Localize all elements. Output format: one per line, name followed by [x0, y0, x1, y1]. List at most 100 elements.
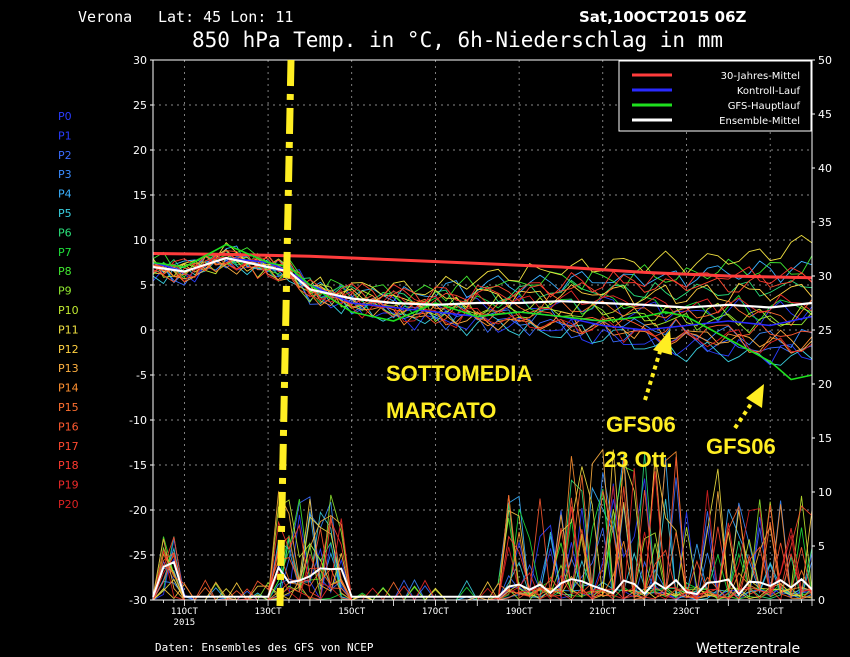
- member-label: P17: [58, 440, 79, 453]
- location-label: Verona: [78, 8, 132, 26]
- y-right-tick-label: 30: [818, 270, 832, 283]
- y-left-tick-label: 0: [140, 324, 147, 337]
- annotation-gfs06-date: 23 Ott.: [604, 447, 672, 472]
- series-line-30-jahres-mittel: [152, 252, 813, 280]
- y-left-tick-label: 5: [140, 279, 147, 292]
- series-line-gfs-hauptlauf: [152, 243, 813, 381]
- member-label: P13: [58, 362, 79, 375]
- temperature-member-line: [152, 257, 813, 341]
- legend-label: 30-Jahres-Mittel: [721, 71, 800, 82]
- chart-title: 850 hPa Temp. in °C, 6h-Niederschlag in …: [192, 28, 723, 52]
- arrow-b-shaft: [733, 396, 757, 430]
- y-left-tick-label: 30: [133, 54, 147, 67]
- member-label: P2: [58, 149, 72, 162]
- legend-label: GFS-Hauptlauf: [728, 101, 801, 112]
- legend: 30-Jahres-Mittel Kontroll-Lauf GFS-Hauptla…: [618, 60, 812, 132]
- precip-member-line: [152, 450, 813, 601]
- temperature-member-line: [152, 258, 813, 352]
- series-line-ensemble-mittel: [152, 256, 813, 309]
- member-label: P8: [58, 265, 72, 278]
- series-line-kontroll-lauf: [152, 257, 813, 331]
- x-tick-label: 13OCT: [255, 607, 283, 617]
- member-label: P7: [58, 246, 72, 259]
- annotation-marcato: MARCATO: [386, 398, 496, 423]
- y-right-tick-label: 40: [818, 162, 832, 175]
- member-label: P12: [58, 343, 79, 356]
- precip-member-line: [152, 468, 813, 601]
- member-label: P19: [58, 479, 79, 492]
- temperature-member-line: [152, 256, 813, 366]
- y-right-tick-label: 0: [818, 594, 825, 607]
- y-left-tick-label: -20: [129, 504, 147, 517]
- precip-member-line: [152, 460, 813, 601]
- brand-label: Wetterzentrale: [696, 641, 800, 657]
- y-right-tick-label: 10: [818, 486, 832, 499]
- x-tick-label: 15OCT: [338, 607, 366, 617]
- y-right-tick-label: 25: [818, 324, 832, 337]
- member-label: P20: [58, 498, 79, 511]
- arrow-b-head: [746, 384, 764, 408]
- x-tick-label: 23OCT: [673, 607, 701, 617]
- y-right-tick-label: 5: [818, 540, 825, 553]
- temperature-member-line: [152, 249, 813, 310]
- y-right-tick-label: 15: [818, 432, 832, 445]
- x-tick-label: 17OCT: [422, 607, 450, 617]
- temperature-member-line: [152, 255, 813, 354]
- x-tick-label: 19OCT: [506, 607, 534, 617]
- precip-member-line: [152, 453, 813, 601]
- temperature-member-line: [152, 234, 813, 298]
- axes: [150, 59, 815, 606]
- precip-member-line: [152, 466, 813, 601]
- precip-member-line: [152, 458, 813, 601]
- y-right-tick-label: 35: [818, 216, 832, 229]
- arrow-a-shaft: [643, 344, 664, 401]
- y-left-tick-label: -15: [129, 459, 147, 472]
- legend-label: Ensemble-Mittel: [719, 116, 800, 127]
- member-label: P16: [58, 420, 79, 433]
- temperature-member-line: [152, 251, 813, 327]
- y-right-tick-label: 50: [818, 54, 832, 67]
- precip-member-line: [152, 456, 813, 601]
- member-label: P9: [58, 285, 72, 298]
- member-label: P6: [58, 226, 72, 239]
- source-label: Daten: Ensembles des GFS von NCEP: [155, 641, 374, 654]
- coords-label: Lat: 45 Lon: 11: [158, 8, 293, 26]
- precip-member-line: [152, 459, 813, 601]
- precip-member-line: [152, 449, 813, 602]
- precipitation-members: [152, 448, 813, 602]
- run-label: Sat,10OCT2015 06Z: [579, 8, 747, 26]
- x-tick-label: 25OCT: [757, 607, 785, 617]
- annotations: SOTTOMEDIA MARCATO GFS06 23 Ott. GFS06: [276, 59, 776, 607]
- temperature-member-line: [152, 256, 813, 366]
- y-left-tick-label: 25: [133, 99, 147, 112]
- member-label: P0: [58, 110, 72, 123]
- legend-label: Kontroll-Lauf: [737, 86, 801, 97]
- y-left-tick-label: 15: [133, 189, 147, 202]
- member-label: P3: [58, 168, 72, 181]
- member-label: P1: [58, 129, 72, 142]
- member-labels: P0 P1 P2 P3 P4 P5 P6 P7 P8 P9 P10 P11 P12 P13 P14 P15 P1…: [58, 110, 79, 511]
- annotation-gfs06-b: GFS06: [706, 434, 776, 459]
- run-start-marker: [276, 59, 295, 607]
- y-right-tick-label: 45: [818, 108, 832, 121]
- x-tick-label: 21OCT: [589, 607, 617, 617]
- y-left-tick-label: -25: [129, 549, 147, 562]
- y-left-tick-label: 20: [133, 144, 147, 157]
- annotation-sottomedia: SOTTOMEDIA: [386, 361, 532, 386]
- tick-labels: 302520151050-5-10-15-20-25-3050454035302…: [129, 54, 832, 628]
- precip-member-line: [152, 454, 813, 601]
- member-label: P4: [58, 188, 72, 201]
- member-label: P10: [58, 304, 79, 317]
- precip-member-line: [152, 519, 813, 601]
- x-year-label: 2015: [174, 618, 196, 628]
- arrow-a-head: [653, 330, 672, 355]
- y-left-tick-label: -10: [129, 414, 147, 427]
- y-right-tick-label: 20: [818, 378, 832, 391]
- temperature-member-line: [152, 256, 813, 316]
- highlighted-series: [152, 243, 813, 381]
- member-label: P11: [58, 323, 79, 336]
- y-left-tick-label: -5: [136, 369, 147, 382]
- y-left-tick-label: -30: [129, 594, 147, 607]
- legend-box: [618, 60, 812, 132]
